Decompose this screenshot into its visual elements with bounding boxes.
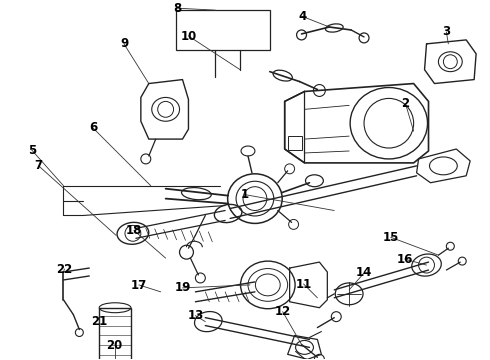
Text: 3: 3 <box>442 25 451 38</box>
Text: 6: 6 <box>89 121 98 134</box>
Text: 14: 14 <box>356 266 372 279</box>
Text: 16: 16 <box>396 253 413 266</box>
Bar <box>175 10 270 50</box>
Text: 13: 13 <box>187 309 203 322</box>
Text: 11: 11 <box>295 278 312 291</box>
Text: 10: 10 <box>181 30 197 42</box>
Text: 22: 22 <box>56 263 73 276</box>
Text: 20: 20 <box>107 338 123 351</box>
Text: 1: 1 <box>241 188 249 201</box>
Text: 5: 5 <box>28 144 36 157</box>
Bar <box>99 308 131 360</box>
Text: 9: 9 <box>121 37 128 50</box>
Text: 7: 7 <box>34 159 43 172</box>
Text: 17: 17 <box>131 279 147 292</box>
Text: 8: 8 <box>173 2 181 15</box>
Text: 12: 12 <box>275 305 291 318</box>
Text: 19: 19 <box>174 281 191 294</box>
Bar <box>288 136 301 150</box>
Text: 4: 4 <box>298 10 306 23</box>
Text: 2: 2 <box>401 98 410 111</box>
Text: 15: 15 <box>383 231 399 244</box>
Text: 18: 18 <box>126 224 143 237</box>
Text: 21: 21 <box>91 315 107 328</box>
